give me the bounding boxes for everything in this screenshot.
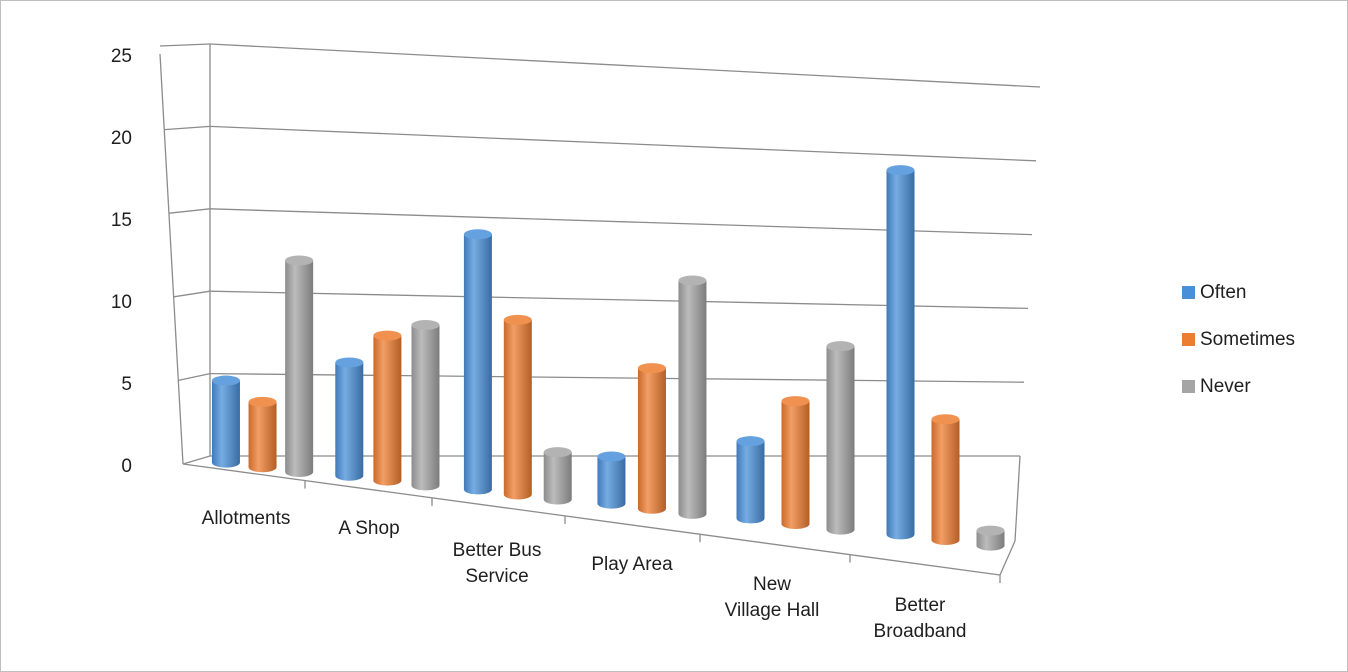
bar-cap (886, 165, 915, 176)
x-axis-categories: Allotments A Shop Better Bus Service Play Ar… (202, 508, 967, 642)
gridline-depth (178, 372, 211, 382)
bar-better-broadband-often (886, 165, 915, 540)
legend-swatch (1182, 286, 1195, 299)
bar-cap (931, 414, 960, 425)
bar-better-broadband-never (976, 525, 1005, 551)
bar-play-area-never (678, 275, 707, 519)
bar-cap (285, 255, 314, 266)
bar-body (886, 170, 915, 540)
bar-a-shop-often (335, 357, 364, 481)
legend-label: Often (1200, 282, 1246, 303)
legend-label: Sometimes (1200, 329, 1295, 350)
gridline-depth (164, 125, 211, 131)
bar-new-village-hall-often (736, 436, 765, 524)
gridline (209, 43, 1041, 88)
bar-a-shop-never (411, 320, 440, 491)
bar-cap (335, 357, 364, 368)
category-label-play-area: Play Area (591, 554, 673, 575)
y-axis-ticks: 0 5 10 15 20 25 (111, 46, 132, 477)
y-tick-label: 10 (111, 292, 132, 313)
bar-body (781, 401, 810, 530)
floor-right-edge (999, 540, 1016, 576)
y-tick-label: 5 (121, 374, 132, 395)
bar-allotments-often (211, 375, 240, 468)
bar-body (463, 234, 492, 495)
bar-play-area-often (597, 451, 626, 509)
bar-allotments-sometimes (248, 396, 277, 473)
legend-swatch (1182, 333, 1195, 346)
bar-body (637, 368, 666, 514)
floor-right-back (1014, 455, 1021, 542)
bar-cap (211, 375, 240, 386)
bar-cap (543, 447, 572, 458)
bar-cap (678, 275, 707, 286)
bar-cap (736, 436, 765, 447)
bar-body (248, 401, 277, 473)
bar-cap (373, 330, 402, 341)
y-tick-label: 25 (111, 46, 132, 67)
bar-better-bus-service-often (463, 229, 492, 495)
bar-cap (411, 320, 440, 331)
bar-body (335, 362, 364, 481)
bar-body (373, 335, 402, 486)
gridline-depth (173, 290, 211, 298)
legend-item-sometimes: Sometimes (1182, 329, 1295, 350)
category-label-allotments: Allotments (202, 508, 291, 529)
category-label-new-village-hall: New Village Hall (725, 574, 820, 621)
bar-a-shop-sometimes (373, 330, 402, 486)
bar-better-broadband-sometimes (931, 414, 960, 545)
bar-body (285, 260, 314, 477)
legend: Often Sometimes Never (1182, 282, 1295, 397)
bar-cap (976, 525, 1005, 536)
category-label-better-bus-service: Better Bus Service (453, 540, 542, 587)
y-tick-label: 0 (121, 456, 132, 477)
gridline-depth (182, 455, 211, 465)
chart-bars (211, 165, 1005, 551)
bar-allotments-never (285, 255, 314, 477)
bar-cap (463, 229, 492, 240)
bar-cap (597, 451, 626, 462)
bar-new-village-hall-sometimes (781, 396, 810, 530)
y-tick-label: 15 (111, 210, 132, 231)
gridline (209, 125, 1037, 162)
legend-item-often: Often (1182, 282, 1246, 303)
bar-body (931, 419, 960, 545)
bar-cap (503, 314, 532, 325)
bar-cap (637, 363, 666, 374)
legend-label: Never (1200, 376, 1251, 397)
floor-front-edge (182, 463, 1001, 576)
y-tick-label: 20 (111, 128, 132, 149)
bar-cap (826, 341, 855, 352)
bar-new-village-hall-never (826, 341, 855, 535)
category-label-a-shop: A Shop (338, 518, 399, 539)
bar-cap (248, 396, 277, 407)
bar-cap (781, 396, 810, 407)
bar-body (678, 280, 707, 519)
category-label-better-broadband: Better Broadband (874, 595, 967, 642)
bar-better-bus-service-never (543, 447, 572, 505)
bar-body (503, 319, 532, 500)
bar-body (211, 380, 240, 468)
bar-body (736, 441, 765, 524)
gridline-depth (159, 43, 211, 47)
bar-body (597, 456, 626, 509)
bar-body (543, 452, 572, 505)
bar-body (411, 325, 440, 491)
gridline-depth (169, 208, 211, 214)
bar-body (826, 346, 855, 535)
legend-item-never: Never (1182, 376, 1251, 397)
legend-swatch (1182, 380, 1195, 393)
bar-better-bus-service-sometimes (503, 314, 532, 500)
bar-play-area-sometimes (637, 363, 666, 514)
bar-body (976, 530, 1005, 551)
y-axis-line (159, 53, 184, 465)
